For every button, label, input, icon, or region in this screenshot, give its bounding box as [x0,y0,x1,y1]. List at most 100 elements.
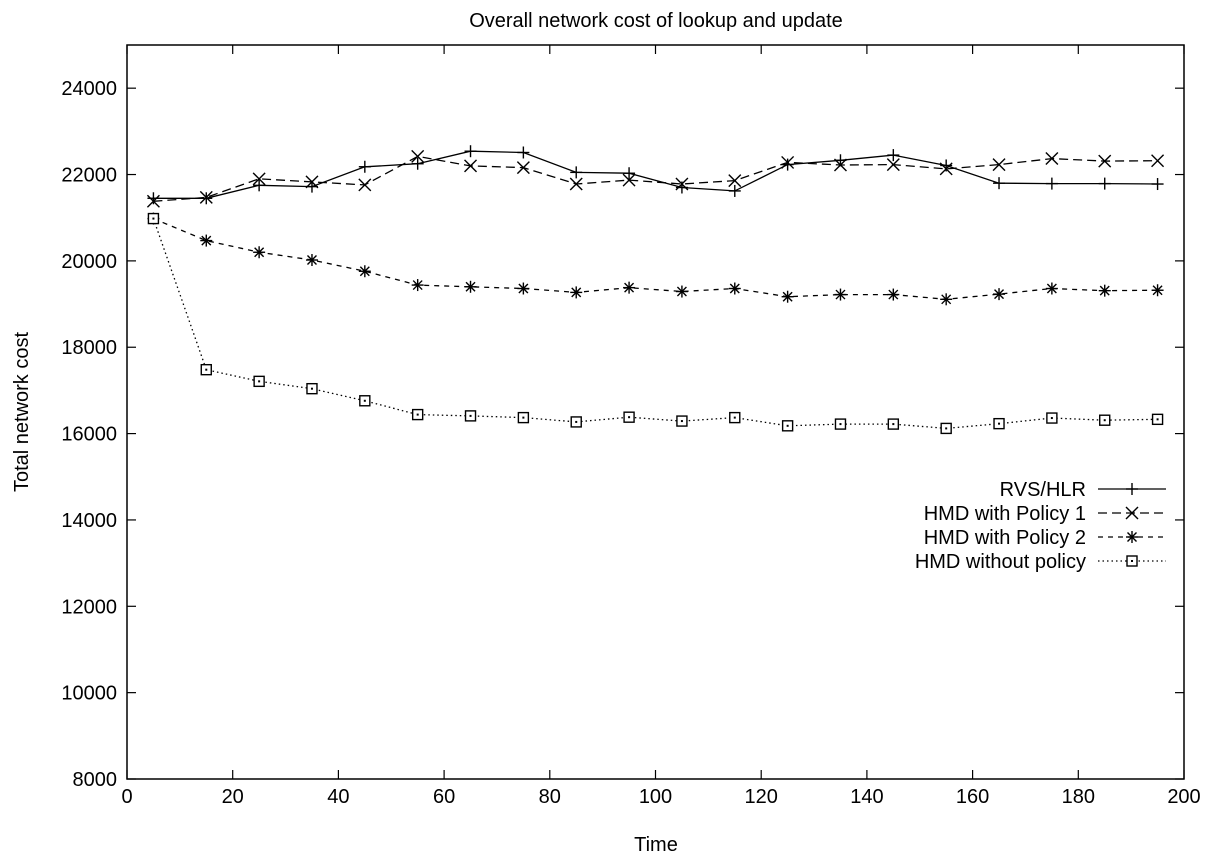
data-point [1099,414,1111,426]
data-point [728,174,742,188]
data-point [199,190,213,204]
x-axis: 0 20 40 60 80 100 120 140 160 180 200 [121,45,1201,808]
data-point [306,382,318,395]
y-axis-label: Total network cost [11,332,33,493]
plot-frame [126,44,1185,780]
data-point [147,192,160,205]
x-tick-label: 0 [121,786,132,808]
y-tick-label: 10000 [61,683,117,705]
x-tick-label: 60 [433,786,455,808]
x-tick-label: 200 [1167,786,1200,808]
data-point [305,175,319,189]
legend-marker [1126,555,1138,567]
series-line [153,150,1158,199]
y-tick-label: 16000 [61,424,117,446]
data-point [305,254,318,267]
data-point [253,375,265,388]
data-point [623,411,635,423]
y-tick-label: 18000 [61,337,117,359]
series-4 [147,212,1164,435]
data-point [200,234,213,247]
data-point [1151,178,1164,191]
data-point [411,157,424,170]
legend-marker [1126,483,1138,495]
data-point [623,167,636,180]
data-point [781,290,794,303]
data-point [834,288,847,301]
data-point [887,288,900,301]
data-point [411,408,424,421]
data-point [728,184,741,197]
data-point [887,418,900,430]
data-point [359,395,371,407]
data-point [1046,412,1058,424]
data-point [887,149,900,162]
legend-label: HMD with Policy 2 [924,527,1086,549]
y-tick-label: 20000 [61,251,117,273]
data-point [729,411,741,424]
chart-title: Overall network cost of lookup and updat… [469,10,843,32]
x-tick-label: 140 [850,786,883,808]
data-point [358,160,371,173]
data-point [728,282,741,295]
y-axis: 8000 10000 12000 14000 16000 18000 20000 22000 2… [61,78,1184,791]
y-tick-label: 8000 [73,769,118,791]
data-point [676,415,688,427]
data-point [464,280,477,293]
legend-label: RVS/HLR [1000,479,1086,501]
legend-marker [1125,506,1139,520]
data-point [146,194,160,208]
data-point [623,281,636,294]
data-point [464,159,478,173]
data-point [411,279,424,292]
x-tick-label: 180 [1062,786,1095,808]
data-point [1045,177,1058,190]
data-point [358,178,372,192]
data-point [993,288,1006,301]
data-point [1151,413,1164,426]
series-3 [147,212,1164,306]
data-point [1151,284,1164,297]
series-2 [146,149,1165,208]
data-point [1045,282,1058,295]
data-point [622,173,636,187]
data-point [358,265,371,278]
data-point [1098,154,1112,168]
x-tick-label: 80 [539,786,561,808]
x-tick-label: 160 [956,786,989,808]
data-point [993,177,1006,190]
data-point [517,282,530,295]
legend-marker [1126,531,1138,543]
data-point [464,410,477,422]
data-point [569,177,583,191]
data-point [516,161,530,175]
series-line [153,155,1158,202]
x-tick-label: 100 [639,786,672,808]
data-point [992,158,1006,172]
legend-label: HMD with Policy 1 [924,503,1086,525]
data-point [1045,152,1059,166]
data-point [781,155,795,169]
data-point [464,145,477,158]
data-point [993,417,1005,430]
y-tick-label: 24000 [61,78,117,100]
data-point [1098,177,1111,190]
y-tick-label: 22000 [61,165,117,187]
data-point [675,285,688,298]
x-tick-label: 40 [327,786,349,808]
data-point [781,158,794,171]
data-point [781,420,794,432]
data-point [570,286,583,299]
data-point [886,158,900,172]
data-point [253,179,266,192]
series-layer [146,145,1165,435]
series-line [152,218,1158,430]
y-tick-label: 12000 [61,596,117,618]
data-point [939,162,953,176]
legend-entry: HMD with Policy 1 [924,503,1166,525]
series-line [153,217,1158,300]
x-axis-label: Time [634,834,678,856]
data-point [252,172,266,186]
y-tick-label: 14000 [61,510,117,532]
data-point [833,158,847,172]
